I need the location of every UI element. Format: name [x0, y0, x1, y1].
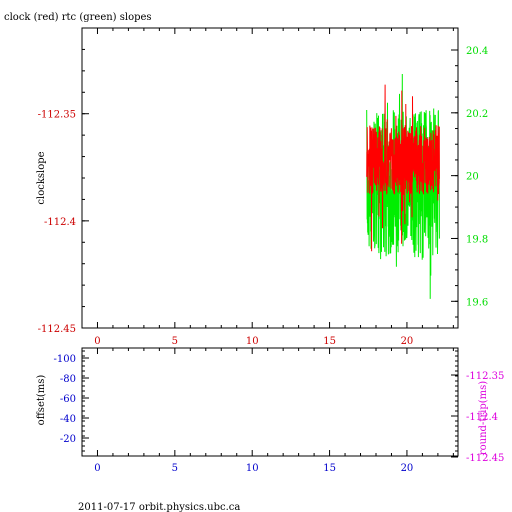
bottom-left-ytick-label: -80: [60, 374, 76, 385]
top-right-ytick-label: 19.8: [466, 234, 488, 245]
clock-series-line: [366, 84, 440, 252]
top-left-ytick-label: -112.4: [44, 217, 76, 228]
bottom-left-ytick-label: -100: [54, 354, 76, 365]
bottom-x-axis: 0 5 10 15 20: [94, 348, 454, 474]
bottom-right-ytick-label: -112.4: [466, 412, 498, 423]
top-right-ytick-label: 20: [466, 172, 479, 183]
top-xtick-label: 20: [401, 336, 414, 347]
top-xtick-label: 10: [246, 336, 259, 347]
top-right-ytick-label: 20.4: [466, 46, 488, 57]
bottom-left-ytick-label: -40: [60, 414, 76, 425]
top-left-y-axis: -112.35 -112.4 -112.45: [38, 27, 89, 335]
top-right-ytick-label: 19.6: [466, 297, 488, 308]
bottom-xtick-label: 20: [401, 463, 414, 474]
bottom-xtick-label: 15: [323, 463, 336, 474]
bottom-right-ytick-label: -112.45: [466, 453, 504, 464]
top-left-ytick-label: -112.35: [38, 110, 76, 121]
bottom-left-y-axis: -100 -80 -60 -40 -20: [54, 350, 89, 452]
top-left-ytick-label: -112.45: [38, 324, 76, 335]
top-xtick-label: 15: [323, 336, 336, 347]
bottom-xtick-label: 10: [246, 463, 259, 474]
top-xtick-label: 5: [172, 336, 178, 347]
footer-text: 2011-07-17 orbit.physics.ubc.ca: [78, 502, 240, 512]
bottom-plot-frame: [81, 347, 459, 457]
top-xtick-label: 0: [94, 336, 100, 347]
bottom-left-axis-label: offset(ms): [36, 375, 47, 426]
top-right-y-axis: 20.4 20.2 20 19.8 19.6: [451, 46, 488, 318]
top-x-axis: 0 5 10 15 20: [94, 28, 454, 347]
bottom-left-ytick-label: -20: [60, 434, 76, 445]
top-y-axis-label: clockslope: [36, 151, 47, 204]
bottom-right-y-axis: -112.35 -112.4 -112.45: [451, 350, 504, 464]
top-right-ytick-label: 20.2: [466, 109, 488, 120]
series-layer: [366, 73, 440, 299]
bottom-left-ytick-label: -60: [60, 394, 76, 405]
bottom-xtick-label: 0: [94, 463, 100, 474]
bottom-right-axis-label: round-trip(ms): [478, 381, 489, 455]
bottom-right-ytick-label: -112.35: [466, 371, 504, 382]
bottom-xtick-label: 5: [172, 463, 178, 474]
chart-title: clock (red) rtc (green) slopes: [4, 12, 152, 23]
